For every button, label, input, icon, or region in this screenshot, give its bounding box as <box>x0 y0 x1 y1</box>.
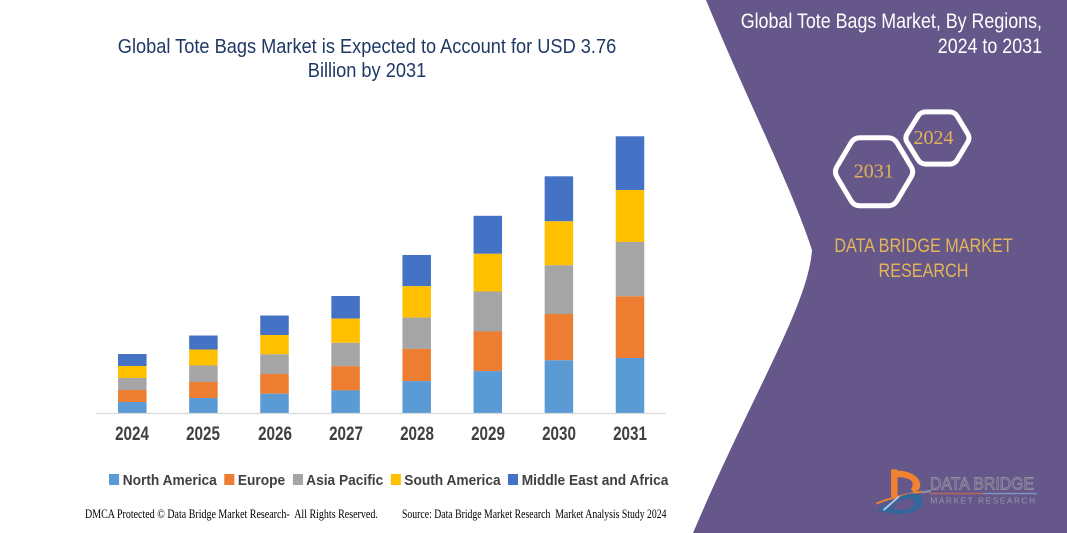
svg-text:2024: 2024 <box>914 127 954 149</box>
svg-text:MARKET RESEARCH: MARKET RESEARCH <box>931 496 1036 505</box>
svg-text:2031: 2031 <box>854 161 894 183</box>
svg-text:DATA BRIDGE: DATA BRIDGE <box>930 474 1034 494</box>
